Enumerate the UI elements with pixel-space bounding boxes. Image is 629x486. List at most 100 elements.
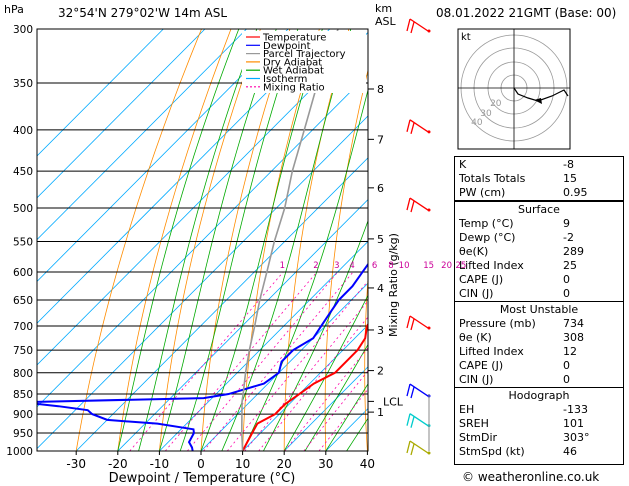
x-tick-label: 0 bbox=[197, 457, 205, 471]
stat-row: StmSpd (kt) 46 bbox=[455, 445, 623, 459]
dry-adiabat-line bbox=[117, 29, 232, 451]
x-tick-label: -30 bbox=[66, 457, 86, 471]
stat-value: 15 bbox=[563, 172, 577, 185]
km-tick-label: 7 bbox=[377, 133, 384, 146]
copyright-label: © weatheronline.co.uk bbox=[462, 470, 600, 484]
stat-row: CAPE (J) 0 bbox=[455, 359, 623, 373]
sounding-stats-panel: Surface Temp (°C) 9 Dewp (°C) -2 θe(K) 289 Lif… bbox=[454, 201, 624, 465]
stat-key: StmSpd (kt) bbox=[459, 445, 525, 458]
storm-motion-marker bbox=[534, 98, 542, 104]
wind-barb-point bbox=[427, 130, 431, 134]
isotherm-line bbox=[283, 366, 368, 451]
hodograph-ring-label: 40 bbox=[471, 118, 483, 128]
mixing-ratio-line bbox=[258, 316, 368, 451]
stat-row: SREH 101 bbox=[455, 417, 623, 431]
stat-key: EH bbox=[459, 403, 475, 416]
mixing-ratio-number: 6 bbox=[372, 261, 377, 271]
plot-area bbox=[37, 29, 437, 451]
stat-row: Lifted Index 25 bbox=[455, 259, 623, 273]
stat-key: StmDir bbox=[459, 431, 498, 444]
legend-label: Isotherm bbox=[263, 74, 307, 85]
x-axis-label: Dewpoint / Temperature (°C) bbox=[109, 471, 296, 486]
wind-barb-flag bbox=[410, 21, 415, 34]
isotherm-line bbox=[37, 115, 368, 450]
stat-key: PW (cm) bbox=[459, 186, 506, 199]
wind-barb-flag bbox=[406, 119, 411, 132]
wet-adiabat-line bbox=[117, 29, 240, 451]
wind-barb-flag bbox=[406, 413, 411, 426]
isotherm-line bbox=[37, 29, 331, 324]
isotherm-line bbox=[242, 324, 368, 451]
mixing-ratio-number: 2 bbox=[313, 261, 318, 271]
wind-barb-point bbox=[427, 29, 431, 33]
stat-row: K -8 bbox=[455, 158, 623, 172]
stat-row: Lifted Index 12 bbox=[455, 345, 623, 359]
stat-value: 46 bbox=[563, 445, 577, 458]
stat-value: 0 bbox=[563, 359, 570, 372]
stat-value: 9 bbox=[563, 217, 570, 230]
surface-rows: Temp (°C) 9 Dewp (°C) -2 θe(K) 289 Lifted Inde… bbox=[455, 217, 623, 301]
pressure-tick-label: 800 bbox=[13, 368, 33, 380]
isotherm-line bbox=[37, 73, 368, 408]
pressure-tick-label: 300 bbox=[13, 24, 33, 36]
stat-value: 101 bbox=[563, 417, 584, 430]
isotherm-line bbox=[75, 157, 368, 451]
wind-barb-point bbox=[427, 451, 431, 455]
stat-value: 0 bbox=[563, 287, 570, 300]
mixing-ratio-number: 10 bbox=[399, 261, 410, 271]
stat-row: CIN (J) 0 bbox=[455, 373, 623, 387]
km-tick-label: 6 bbox=[377, 182, 384, 195]
km-tick-label: 2 bbox=[377, 365, 384, 378]
pressure-tick-label: 400 bbox=[13, 125, 33, 137]
stat-value: 303° bbox=[563, 431, 590, 444]
series-line-dewpoint bbox=[37, 262, 368, 451]
legend-label: Mixing Ratio bbox=[263, 82, 325, 93]
location-label: 32°54'N 279°02'W 14m ASL bbox=[58, 6, 228, 20]
x-tick-label: 20 bbox=[277, 457, 292, 471]
dry-adiabat-line bbox=[403, 29, 437, 451]
x-tick-label: 10 bbox=[235, 457, 250, 471]
pressure-tick-label: 750 bbox=[13, 345, 33, 357]
hodograph-ring-label: 30 bbox=[480, 109, 492, 119]
indices-rows: K -8 Totals Totals 15 PW (cm) 0.95 bbox=[455, 157, 623, 200]
stat-value: 12 bbox=[563, 345, 577, 358]
wind-barb-staff bbox=[409, 383, 429, 397]
isotherm-line bbox=[200, 282, 368, 451]
stat-key: CAPE (J) bbox=[459, 273, 504, 286]
stat-value: 308 bbox=[563, 331, 584, 344]
hodograph-rows: EH -133 SREH 101 StmDir 303° StmSpd (kt) 46 bbox=[455, 403, 623, 459]
stat-value: -133 bbox=[563, 403, 588, 416]
pressure-tick-label: 850 bbox=[13, 389, 33, 401]
wind-barb-flag bbox=[410, 122, 415, 135]
wind-barb-flag bbox=[410, 443, 415, 456]
pressure-tick-label: 1000 bbox=[6, 446, 33, 458]
km-tick-label: 4 bbox=[377, 282, 384, 295]
pressure-tick-label: 550 bbox=[13, 236, 33, 248]
stat-value: 0 bbox=[563, 373, 570, 386]
pressure-tick-label: 350 bbox=[13, 78, 33, 90]
mixing-ratio-number: 1 bbox=[280, 261, 285, 271]
hodograph-ring-label: 20 bbox=[490, 99, 502, 109]
mixing-ratio-number: 15 bbox=[423, 261, 434, 271]
mixing-ratio-axis-label: Mixing Ratio (g/kg) bbox=[387, 233, 400, 337]
stat-key: CAPE (J) bbox=[459, 359, 504, 372]
stat-row: CIN (J) 0 bbox=[455, 287, 623, 301]
stat-value: -8 bbox=[563, 158, 574, 171]
mixing-ratio-number: 8 bbox=[388, 261, 393, 271]
wind-barb-point bbox=[427, 326, 431, 330]
stat-row: Temp (°C) 9 bbox=[455, 217, 623, 231]
pressure-tick-label: 700 bbox=[13, 321, 33, 333]
hodograph-kt-label: kt bbox=[461, 32, 471, 43]
legend-label: Parcel Trajectory bbox=[263, 49, 346, 60]
km-tick-label: 5 bbox=[377, 233, 384, 246]
stat-value: 289 bbox=[563, 245, 584, 258]
stat-value: 0.95 bbox=[563, 186, 588, 199]
wind-barb-flag bbox=[406, 383, 411, 397]
isotherm-line bbox=[37, 29, 289, 282]
wind-barb-staff bbox=[409, 18, 429, 32]
stat-key: Lifted Index bbox=[459, 345, 524, 358]
wind-barb-point bbox=[427, 208, 431, 212]
x-tick-label: -10 bbox=[150, 457, 170, 471]
mixing-ratio-number: 25 bbox=[455, 261, 466, 271]
